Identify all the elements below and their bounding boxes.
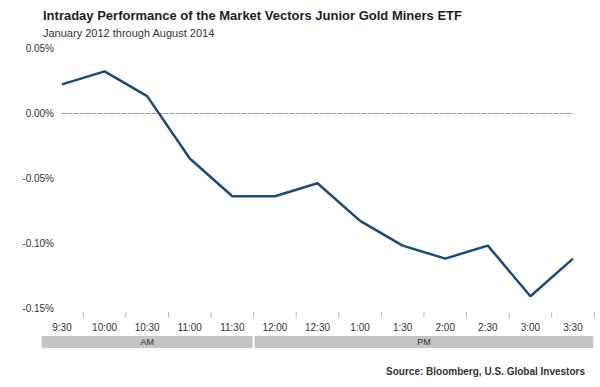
svg-text:0.00%: 0.00% — [26, 108, 54, 119]
svg-text:10:30: 10:30 — [135, 322, 160, 333]
svg-text:1:30: 1:30 — [393, 322, 413, 333]
svg-text:AM: AM — [140, 337, 154, 347]
svg-text:-0.15%: -0.15% — [22, 303, 54, 314]
svg-text:-0.05%: -0.05% — [22, 173, 54, 184]
svg-text:Source: Bloomberg, U.S. Global: Source: Bloomberg, U.S. Global Investors — [386, 366, 585, 377]
svg-text:3:00: 3:00 — [521, 322, 541, 333]
svg-text:11:30: 11:30 — [220, 322, 245, 333]
svg-text:January 2012 through August 20: January 2012 through August 2014 — [43, 27, 214, 39]
svg-text:2:00: 2:00 — [436, 322, 456, 333]
svg-text:12:00: 12:00 — [262, 322, 287, 333]
svg-text:11:00: 11:00 — [178, 322, 203, 333]
svg-text:12:30: 12:30 — [305, 322, 330, 333]
svg-text:-0.10%: -0.10% — [22, 238, 54, 249]
svg-text:PM: PM — [417, 337, 431, 347]
svg-text:1:00: 1:00 — [350, 322, 370, 333]
svg-text:3:30: 3:30 — [563, 322, 583, 333]
svg-text:2:30: 2:30 — [478, 322, 498, 333]
svg-text:0.05%: 0.05% — [26, 43, 54, 54]
svg-text:9:30: 9:30 — [52, 322, 72, 333]
svg-text:Intraday Performance of the Ma: Intraday Performance of the Market Vecto… — [43, 8, 462, 23]
svg-text:10:00: 10:00 — [92, 322, 117, 333]
